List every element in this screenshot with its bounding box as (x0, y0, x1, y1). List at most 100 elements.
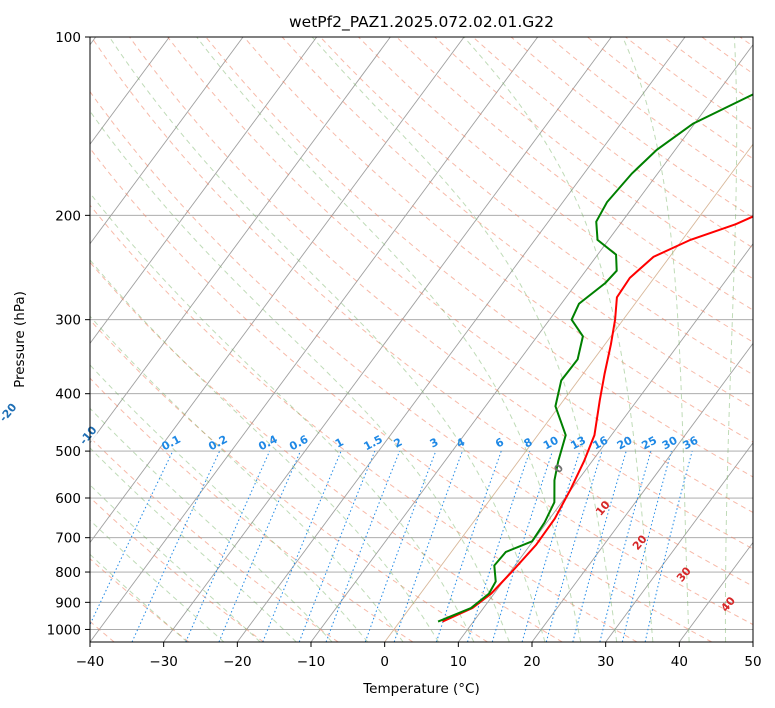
sounding-series (437, 93, 753, 623)
y-tick-label: 600 (55, 491, 81, 507)
moist-adiabat-line (762, 37, 775, 642)
background-lines (90, 37, 775, 642)
plot-frame (89, 36, 754, 643)
moist-adiabat-line (622, 37, 690, 642)
dry-adiabat-line (90, 37, 753, 587)
moist-adiabat-line (109, 37, 546, 642)
x-tick-label: 50 (744, 654, 761, 670)
x-tick-label: −30 (149, 654, 178, 670)
moist-adiabat-line (90, 315, 404, 642)
x-tick-label: −20 (223, 654, 252, 670)
mixing-ratio-label: 30 (660, 434, 680, 453)
chart-title: wetPf2_PAZ1.2025.072.02.01.G22 (289, 13, 554, 32)
moist-adiabat-label: 10 (593, 498, 613, 518)
mixing-ratio-label: 0.1 (159, 433, 182, 454)
moist-adiabat-line (463, 37, 654, 642)
moist-adiabat-label: 20 (630, 532, 650, 552)
mixing-ratio-line (435, 450, 502, 642)
isotherm-line (678, 541, 753, 642)
isotherm-zero-line (384, 143, 753, 642)
mixing-ratio-label: 0.2 (206, 433, 229, 454)
axes: −40 −30 −20 −10 0 10 20 30 40 5010020030040050060… (47, 30, 762, 670)
dry-adiabat-line (167, 37, 753, 514)
x-tick-label: 10 (450, 654, 467, 670)
dry-adiabat-line (90, 90, 753, 626)
moist-adiabat-line (90, 407, 333, 642)
dry-adiabat-line (90, 261, 563, 642)
dry-adiabat-line (90, 496, 264, 642)
moist-adiabat-line (90, 484, 261, 642)
moist-adiabat-line (90, 364, 369, 642)
y-tick-label: 100 (55, 30, 81, 46)
dry-adiabat-line (434, 37, 753, 280)
dry-adiabat-label-bg (78, 429, 97, 442)
moist-adiabat-line (90, 519, 225, 642)
moist-adiabat-line (724, 37, 738, 642)
dry-adiabat-line (90, 204, 638, 642)
x-axis-label: Temperature (°C) (362, 681, 480, 697)
moist-adiabat-label: 40 (718, 594, 738, 614)
y-tick-label: 400 (55, 387, 81, 403)
mixing-ratio-label: 13 (568, 434, 588, 453)
x-tick-label: −40 (76, 654, 105, 670)
dry-adiabat-line (663, 37, 753, 103)
x-tick-label: 40 (671, 654, 688, 670)
mixing-ratio-line (621, 450, 672, 642)
mixing-ratio-line (467, 450, 531, 642)
dry-adiabat-line (129, 37, 753, 550)
y-tick-label: 800 (55, 565, 81, 581)
mixing-ratio-label: 10 (541, 434, 561, 453)
mixing-ratio-line (185, 450, 271, 642)
dry-adiabat-line (90, 436, 339, 642)
dry-adiabat-label-bg (0, 406, 17, 419)
mixing-ratio-label: 16 (591, 434, 611, 453)
y-tick-label: 900 (55, 595, 81, 611)
x-tick-label: 20 (523, 654, 540, 670)
y-tick-label: 300 (55, 313, 81, 329)
mixing-ratio-line (572, 450, 627, 642)
mixing-ratio-line (393, 450, 463, 642)
isotherm-line (90, 37, 244, 245)
isotherm-line (163, 37, 612, 642)
x-tick-label: 30 (597, 654, 614, 670)
y-tick-label: 200 (55, 208, 81, 224)
dry-adiabat-line (510, 37, 753, 219)
moist-adiabat-line (90, 447, 297, 642)
mixing-ratio-label: 3 (428, 435, 441, 450)
mixing-ratio-line (521, 450, 581, 642)
dry-adiabat-line (396, 37, 753, 311)
isotherm-line (90, 37, 318, 345)
mixing-ratio-label: 1 (333, 435, 346, 450)
y-tick-label: 500 (55, 444, 81, 460)
mixing-ratio-label: 1.5 (362, 433, 385, 454)
dry-adiabat-label: -20 (0, 401, 20, 425)
mixing-ratio-label: 4 (454, 435, 467, 450)
y-tick-label: 1000 (47, 622, 81, 638)
isotherm-line (90, 37, 170, 146)
mixing-ratio-line (491, 450, 553, 642)
dry-adiabat-line (281, 37, 753, 409)
dry-adiabat-line (90, 377, 414, 642)
dry-adiabat-line (243, 37, 753, 443)
isotherm-line (531, 342, 753, 642)
isotherm-line (752, 641, 753, 642)
moist-adiabat-line (196, 37, 582, 642)
x-tick-label: 0 (380, 654, 389, 670)
dewpoint-profile-line (437, 93, 753, 623)
mixing-ratio-line (599, 450, 652, 642)
moist-adiabat-line (90, 259, 439, 642)
mixing-ratio-line (644, 450, 693, 642)
isotherm-line (310, 43, 753, 642)
isotherm-line (90, 37, 391, 444)
mixing-ratio-label: 6 (493, 435, 506, 450)
mixing-ratio-line (262, 450, 342, 642)
dry-adiabat-line (205, 37, 753, 478)
mixing-ratio-label: 36 (681, 434, 701, 453)
dry-adiabat-line (90, 558, 190, 642)
mixing-ratio-label: 20 (615, 434, 635, 453)
temperature-profile-line (442, 215, 753, 623)
mixing-ratio-line (90, 450, 174, 626)
mixing-ratio-line (545, 450, 603, 642)
dry-adiabat-line (701, 37, 753, 75)
